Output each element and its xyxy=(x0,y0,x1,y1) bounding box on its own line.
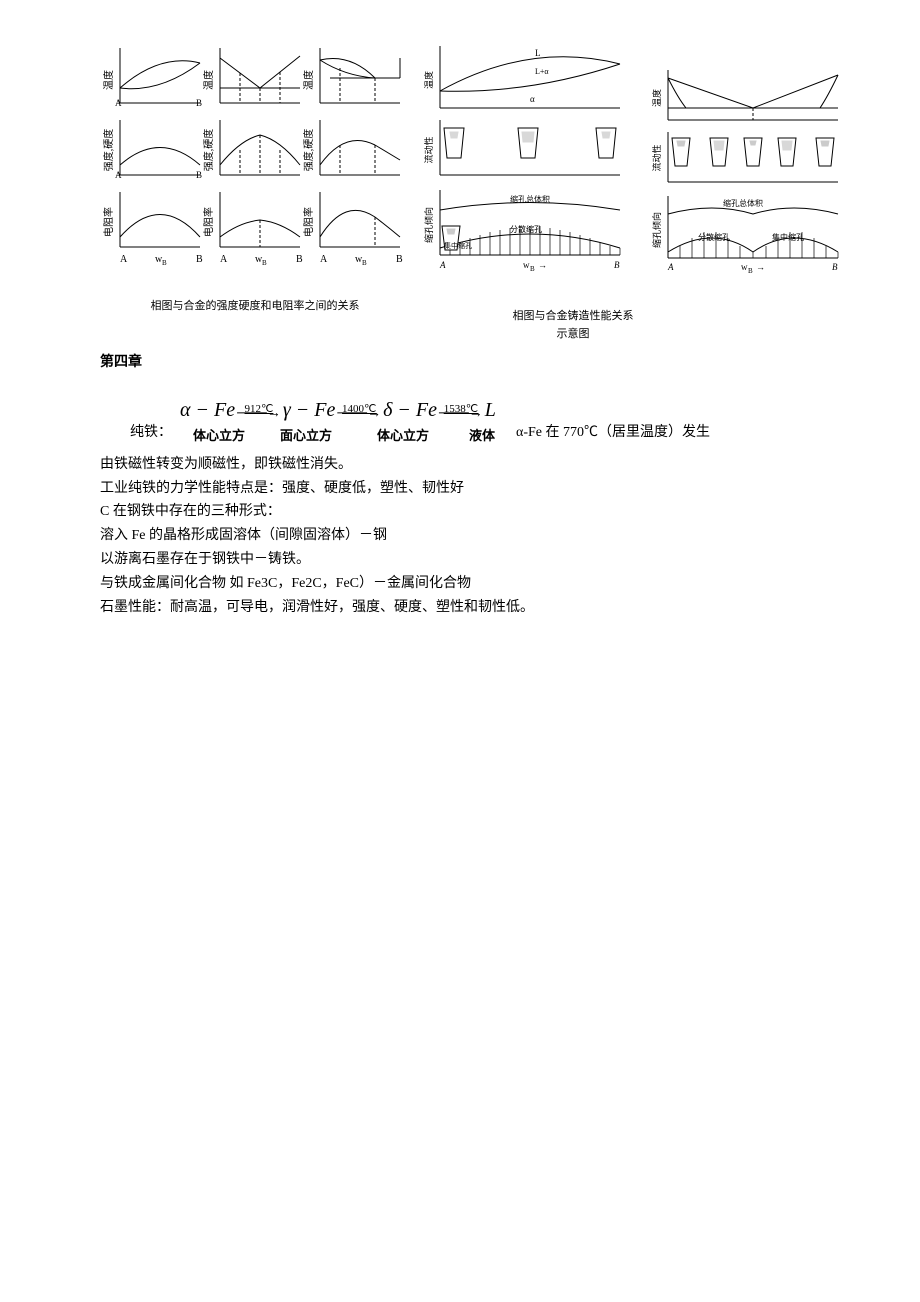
svg-text:电阻率: 电阻率 xyxy=(302,207,315,237)
diagram-row: A B xyxy=(100,40,820,344)
svg-text:流动性: 流动性 xyxy=(651,144,662,171)
phase-liquid: L xyxy=(485,394,496,426)
phase-alpha: α − Fe xyxy=(180,394,235,426)
svg-text:B: B xyxy=(362,259,367,267)
svg-text:强度,硬度: 强度,硬度 xyxy=(202,129,215,172)
arrow-2: 1400℃ ───→ xyxy=(337,404,381,417)
svg-text:α: α xyxy=(530,94,535,104)
body-line-1: 工业纯铁的力学性能特点是：强度、硬度低，塑性、韧性好 xyxy=(100,477,820,501)
diagram-right-svg: 缩孔总体积 分散缩孔 集中缩孔 温度 流动性 缩孔倾向 A xyxy=(646,40,856,300)
phase-delta: δ − Fe xyxy=(383,394,437,426)
formula-labels: 体心立方 面心立方 体心立方 液体 xyxy=(180,426,512,447)
svg-text:温度: 温度 xyxy=(202,70,215,90)
svg-text:A: A xyxy=(220,254,228,265)
svg-text:w: w xyxy=(741,262,748,272)
svg-text:B: B xyxy=(196,170,202,180)
label-bcc-2: 体心立方 xyxy=(354,426,452,447)
label-liquid: 液体 xyxy=(452,426,512,447)
svg-text:L+α: L+α xyxy=(535,67,549,76)
svg-text:B: B xyxy=(614,260,620,270)
svg-text:分散缩孔: 分散缩孔 xyxy=(510,224,542,234)
diagram-middle-container: L L+α α 缩孔总体积 分散缩孔 xyxy=(418,40,638,344)
svg-text:L: L xyxy=(535,48,541,58)
arrow-1: 912℃ ───→ xyxy=(237,404,281,417)
svg-text:集中缩孔: 集中缩孔 xyxy=(444,241,472,250)
svg-text:B: B xyxy=(162,259,167,267)
svg-text:流动性: 流动性 xyxy=(423,136,434,163)
body-line-2: C 在钢铁中存在的三种形式： xyxy=(100,500,820,524)
svg-text:集中缩孔: 集中缩孔 xyxy=(772,232,804,242)
svg-text:缩孔总体积: 缩孔总体积 xyxy=(723,198,763,208)
svg-text:温度: 温度 xyxy=(423,71,434,89)
diagram-left-caption: 相图与合金的强度硬度和电阻率之间的关系 xyxy=(100,298,410,316)
svg-text:B: B xyxy=(832,262,838,272)
body-line-0: 由铁磁性转变为顺磁性，即铁磁性消失。 xyxy=(100,453,820,477)
svg-text:A: A xyxy=(439,260,446,270)
diagram-left-svg: A B xyxy=(100,40,410,290)
svg-text:A: A xyxy=(115,170,122,180)
svg-text:B: B xyxy=(196,98,202,108)
svg-text:缩孔总体积: 缩孔总体积 xyxy=(510,194,550,204)
label-fcc: 面心立方 xyxy=(258,426,354,447)
svg-text:A: A xyxy=(320,254,328,265)
diagram-middle-caption: 相图与合金铸造性能关系示意图 xyxy=(508,308,638,343)
body-line-6: 石墨性能：耐高温，可导电，润滑性好，强度、硬度、塑性和韧性低。 xyxy=(100,596,820,620)
body-line-3: 溶入 Fe 的晶格形成固溶体（间隙固溶体）－钢 xyxy=(100,524,820,548)
body-line-4: 以游离石墨存在于钢铁中－铸铁。 xyxy=(100,548,820,572)
svg-text:w: w xyxy=(523,260,530,270)
svg-text:B: B xyxy=(296,254,303,265)
svg-text:B: B xyxy=(748,267,753,275)
phase-gamma: γ − Fe xyxy=(283,394,335,426)
arrow-3: 1538℃ ───→ xyxy=(439,404,483,417)
svg-text:温度: 温度 xyxy=(102,70,115,90)
svg-text:温度: 温度 xyxy=(651,89,662,107)
formula-block: α − Fe 912℃ ───→ γ − Fe 1400℃ ───→ δ − F… xyxy=(180,394,512,447)
svg-text:A: A xyxy=(667,262,674,272)
svg-text:温度: 温度 xyxy=(302,70,315,90)
svg-text:分散缩孔: 分散缩孔 xyxy=(698,232,730,242)
svg-text:缩孔倾向: 缩孔倾向 xyxy=(651,212,662,248)
svg-text:A: A xyxy=(120,254,128,265)
svg-text:缩孔倾向: 缩孔倾向 xyxy=(423,207,434,243)
svg-text:B: B xyxy=(262,259,267,267)
svg-text:电阻率: 电阻率 xyxy=(202,207,215,237)
body-line-5: 与铁成金属间化合物 如 Fe3C，Fe2C，FeC）－金属间化合物 xyxy=(100,572,820,596)
svg-text:B: B xyxy=(530,265,535,273)
formula-prefix: 纯铁： xyxy=(100,422,180,446)
diagram-right-container: 缩孔总体积 分散缩孔 集中缩孔 温度 流动性 缩孔倾向 A xyxy=(646,40,856,344)
svg-text:强度,硬度: 强度,硬度 xyxy=(102,129,115,172)
svg-text:B: B xyxy=(396,254,403,265)
svg-text:→: → xyxy=(538,260,547,270)
formula-suffix: α-Fe 在 770℃（居里温度）发生 xyxy=(512,422,710,446)
chapter-title: 第四章 xyxy=(100,352,820,374)
svg-text:→: → xyxy=(756,262,765,272)
formula-main: α − Fe 912℃ ───→ γ − Fe 1400℃ ───→ δ − F… xyxy=(180,394,512,426)
formula-row: 纯铁： α − Fe 912℃ ───→ γ − Fe 1400℃ ───→ δ… xyxy=(100,394,820,447)
label-bcc-1: 体心立方 xyxy=(180,426,258,447)
diagram-left-container: A B xyxy=(100,40,410,344)
svg-text:强度,硬度: 强度,硬度 xyxy=(302,129,315,172)
body-text: 由铁磁性转变为顺磁性，即铁磁性消失。 工业纯铁的力学性能特点是：强度、硬度低，塑… xyxy=(100,453,820,620)
diagram-middle-svg: L L+α α 缩孔总体积 分散缩孔 xyxy=(418,40,638,300)
svg-text:A: A xyxy=(115,98,122,108)
svg-text:电阻率: 电阻率 xyxy=(102,207,115,237)
svg-text:B: B xyxy=(196,254,203,265)
